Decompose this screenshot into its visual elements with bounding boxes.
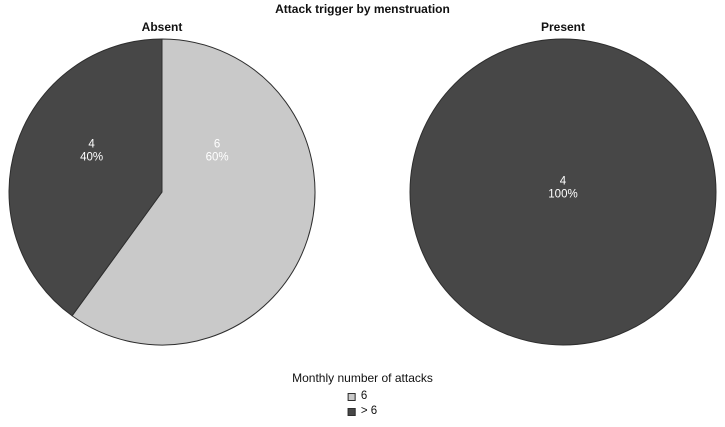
pie-absent-title: Absent (141, 20, 183, 34)
legend-label-gt6: > 6 (360, 405, 378, 417)
pie-absent-chart: 6 60% 4 40% (8, 38, 316, 346)
legend-items: 6 > 6 (347, 389, 378, 419)
legend-item-gt6: > 6 (347, 404, 378, 419)
legend-swatch-dark (347, 407, 356, 416)
chart-title: Attack trigger by menstruation (275, 2, 450, 16)
pie-slice (409, 38, 717, 346)
pie-present-chart: 4 100% (409, 38, 717, 346)
slice-label: 6 60% (206, 139, 229, 164)
slice-label: 4 40% (80, 139, 103, 164)
legend-title: Monthly number of attacks (292, 371, 433, 385)
pie-present-title: Present (540, 20, 586, 34)
pie-slice (71, 38, 316, 346)
pie-slice (8, 38, 163, 317)
legend: Monthly number of attacks 6 > 6 (292, 371, 433, 421)
legend-swatch-light (347, 392, 356, 401)
slice-label: 4 100% (548, 175, 577, 200)
legend-label-6: 6 (360, 390, 368, 402)
pie-present: Present 4 100% (408, 20, 718, 347)
pie-absent: Absent 6 60% 4 40% (7, 20, 317, 347)
legend-item-6: 6 (347, 389, 377, 404)
